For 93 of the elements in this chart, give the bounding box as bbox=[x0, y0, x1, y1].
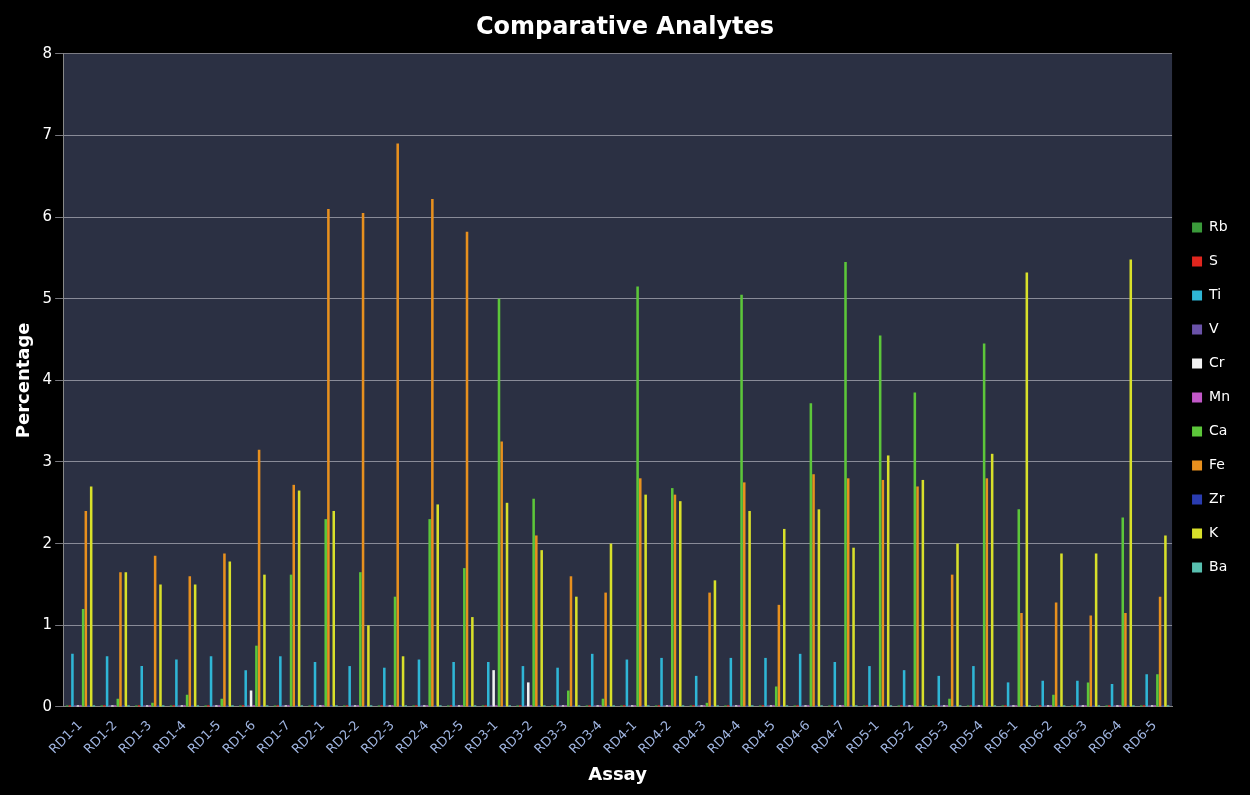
bar bbox=[348, 666, 351, 707]
bar bbox=[742, 482, 746, 707]
bar bbox=[140, 666, 144, 707]
legend-label: Ti bbox=[1208, 286, 1222, 303]
bar bbox=[292, 484, 296, 707]
bar bbox=[660, 657, 663, 707]
bar bbox=[428, 519, 431, 707]
bar bbox=[764, 657, 767, 707]
bar bbox=[644, 494, 647, 707]
bar bbox=[740, 294, 743, 707]
bar bbox=[255, 645, 258, 707]
y-tick-label: 5 bbox=[42, 288, 53, 307]
bar bbox=[1060, 553, 1063, 707]
legend-label: Ca bbox=[1209, 422, 1228, 439]
bar bbox=[500, 441, 503, 707]
bar bbox=[1124, 613, 1127, 707]
bar bbox=[567, 690, 570, 707]
bar bbox=[868, 666, 871, 707]
legend-label: S bbox=[1209, 252, 1219, 269]
chart-title: Comparative Analytes bbox=[475, 11, 775, 40]
legend-label: Zr bbox=[1209, 490, 1225, 507]
bar bbox=[71, 653, 74, 707]
bar bbox=[471, 617, 474, 707]
y-tick-label: 6 bbox=[42, 206, 53, 225]
legend-label: Ba bbox=[1209, 558, 1228, 575]
bar bbox=[1145, 674, 1148, 707]
y-tick-label: 0 bbox=[42, 696, 53, 715]
bar bbox=[590, 653, 594, 707]
bar bbox=[327, 208, 330, 707]
bar bbox=[532, 498, 535, 707]
bar bbox=[639, 478, 642, 707]
legend-label: Fe bbox=[1209, 456, 1225, 473]
bar bbox=[575, 596, 578, 707]
bar bbox=[604, 592, 607, 707]
y-axis-title: Percentage bbox=[12, 322, 34, 439]
bar bbox=[159, 584, 162, 707]
bar bbox=[383, 667, 386, 707]
y-tick-label: 3 bbox=[42, 451, 53, 470]
legend-label: K bbox=[1209, 524, 1220, 541]
bar bbox=[844, 261, 847, 707]
bar bbox=[1164, 535, 1167, 707]
bar bbox=[1121, 517, 1125, 707]
y-tick-label: 1 bbox=[42, 615, 53, 634]
bar bbox=[487, 661, 490, 707]
bar bbox=[937, 675, 941, 707]
bar bbox=[670, 488, 674, 707]
bar bbox=[431, 199, 434, 707]
bar bbox=[367, 625, 370, 707]
bar bbox=[119, 572, 122, 707]
y-tick-label: 2 bbox=[42, 533, 53, 552]
bar bbox=[636, 286, 639, 707]
y-tick-label: 4 bbox=[42, 370, 53, 389]
y-tick-label: 8 bbox=[42, 43, 53, 62]
bar bbox=[948, 698, 951, 707]
bar bbox=[972, 666, 975, 707]
y-tick-label: 7 bbox=[42, 125, 53, 144]
bar bbox=[1041, 680, 1044, 707]
legend-label: V bbox=[1209, 320, 1220, 337]
bar bbox=[332, 510, 336, 707]
bar bbox=[556, 667, 559, 707]
bar bbox=[279, 656, 282, 707]
bar bbox=[708, 592, 711, 707]
bar bbox=[175, 659, 178, 707]
bar bbox=[1156, 674, 1159, 707]
bar bbox=[452, 661, 455, 707]
bar bbox=[956, 543, 959, 707]
bar bbox=[220, 698, 224, 707]
bar bbox=[748, 510, 751, 707]
x-axis-title: Assay bbox=[588, 762, 648, 784]
legend-label: Rb bbox=[1209, 218, 1228, 235]
bar bbox=[535, 535, 538, 707]
bar bbox=[436, 504, 439, 707]
bar bbox=[1052, 694, 1055, 707]
legend-label: Cr bbox=[1209, 354, 1225, 371]
bar bbox=[812, 474, 815, 707]
bar bbox=[782, 528, 786, 707]
bar bbox=[527, 682, 530, 707]
bar bbox=[1089, 615, 1093, 707]
bar bbox=[396, 143, 399, 707]
bar bbox=[679, 501, 682, 707]
bar bbox=[223, 553, 226, 707]
bar bbox=[1020, 613, 1023, 707]
bar bbox=[540, 550, 543, 707]
legend-label: Mn bbox=[1209, 388, 1230, 405]
bar bbox=[324, 519, 327, 707]
bar bbox=[492, 670, 495, 707]
bar bbox=[916, 486, 919, 707]
bar bbox=[244, 670, 247, 707]
bar bbox=[263, 574, 266, 707]
bar bbox=[1076, 680, 1079, 707]
bar bbox=[463, 568, 466, 707]
bar bbox=[852, 547, 855, 707]
bar bbox=[359, 572, 362, 707]
